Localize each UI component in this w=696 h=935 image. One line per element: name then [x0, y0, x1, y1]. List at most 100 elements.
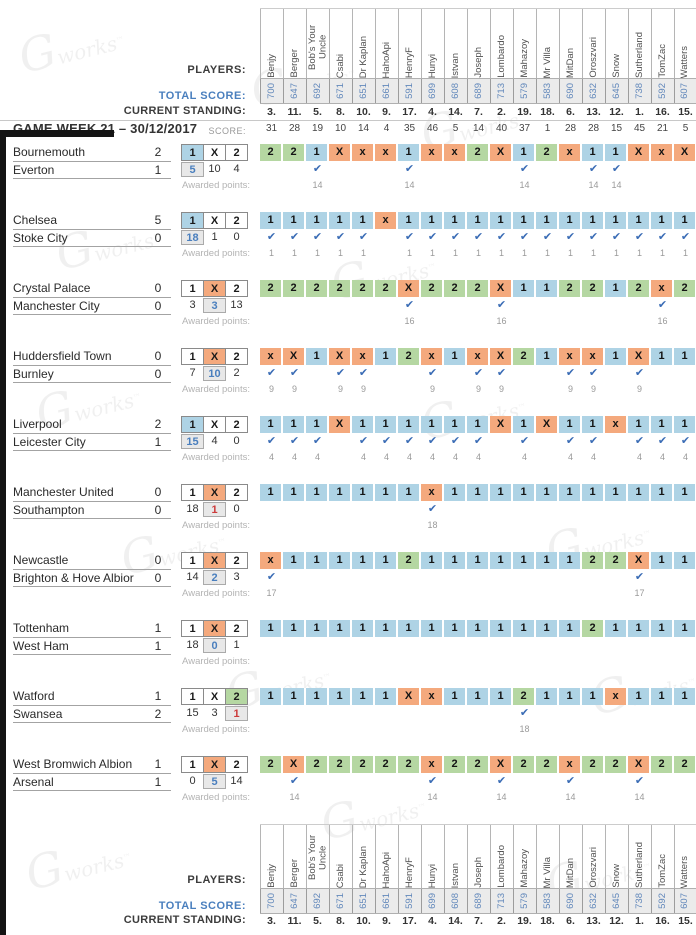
check-icon [651, 502, 674, 518]
option-box-2: 2 [225, 348, 248, 365]
prediction-cell: 1 [628, 484, 651, 501]
awarded-points-label: Awarded points: [182, 588, 250, 599]
check-icon [375, 774, 398, 790]
check-icon [628, 298, 651, 314]
points-cell [352, 723, 375, 736]
count-cell: 4 [211, 435, 218, 447]
points-cell [375, 179, 398, 192]
prediction-cell: x [260, 552, 283, 569]
prediction-cell: 1 [559, 688, 582, 705]
prediction-cell: X [536, 416, 559, 433]
standing-cell: 2. [497, 914, 506, 927]
player-name-column: Dr Kaplan [352, 9, 375, 78]
points-cell: 1 [429, 248, 435, 258]
total-score-cell: 738 [628, 79, 651, 103]
home-team-line: Crystal Palace 0 [13, 280, 171, 298]
standing-cell: 11. [287, 106, 302, 118]
prediction-cell: 1 [582, 212, 605, 229]
check-icon [674, 162, 696, 178]
check-icon [559, 502, 582, 518]
points-cell: 4 [429, 452, 435, 462]
prediction-cell: 1 [398, 484, 421, 501]
check-icon [375, 230, 398, 246]
total-score-value: 591 [403, 893, 415, 909]
points-cell [513, 655, 536, 668]
prediction-cell: 1 [329, 552, 352, 569]
points-cell: 1 [613, 248, 619, 258]
check-icon [513, 638, 536, 654]
points-grid: 18 [260, 519, 696, 533]
standing-cell: 16. [655, 106, 670, 118]
points-cell [628, 655, 651, 668]
points-cell [536, 655, 559, 668]
prediction-cell: 1 [490, 212, 513, 229]
away-score: 0 [154, 299, 162, 313]
home-team-line: Liverpool 2 [13, 416, 171, 434]
checkmarks-grid: ✔ ✔ ✔ ✔ ✔ ✔ ✔ ✔ ✔ ✔ ✔ ✔ ✔ ✔ ✔ ✔ ✔ ✔ [260, 230, 696, 247]
awarded-points-label: Awarded points: [182, 384, 250, 395]
check-icon: ✔ [266, 435, 277, 447]
total-score-value: 647 [288, 893, 300, 909]
total-score-cell: 692 [306, 889, 329, 913]
players-label-area: PLAYERS: [0, 8, 260, 78]
check-icon: ✔ [680, 435, 691, 447]
prediction-cell: x [559, 144, 582, 161]
player-name: Istvan [449, 52, 461, 78]
points-cell: 9 [636, 384, 642, 394]
points-cell [605, 655, 628, 668]
prediction-cell: x [582, 348, 605, 365]
gameweek-score-cell: 35 [403, 122, 416, 134]
check-icon: ✔ [519, 435, 530, 447]
check-icon [329, 706, 352, 722]
count-cell: 0 [189, 775, 196, 787]
points-cell: 1 [314, 248, 320, 258]
players-label: PLAYERS: [187, 64, 246, 76]
points-cell [605, 723, 628, 736]
prediction-cell: 2 [421, 280, 444, 297]
points-cell [444, 655, 467, 668]
prediction-cell: 1 [536, 552, 559, 569]
points-cell: 17 [634, 588, 645, 598]
gameweek-score-cell: 14 [357, 122, 370, 134]
prediction-cell: 1 [444, 552, 467, 569]
points-cell [306, 723, 329, 736]
check-icon [329, 162, 352, 178]
points-cell [628, 723, 651, 736]
prediction-counts: 15 4 0 [181, 434, 250, 451]
prediction-cell: 1 [674, 348, 696, 365]
points-grid: 4 4 4 4 4 4 4 4 4 4 4 4 4 4 4 [260, 451, 696, 465]
player-name: Oroszvari [587, 847, 599, 888]
count-cell: 0 [203, 638, 226, 653]
check-icon [651, 366, 674, 382]
check-icon [329, 638, 352, 654]
away-team-line: Leicester City 1 [13, 434, 171, 451]
gameweek-score-cell: 46 [426, 122, 439, 134]
option-box-1: 1 [181, 620, 204, 637]
points-cell [513, 587, 536, 600]
prediction-cell: x [651, 144, 674, 161]
option-box-2: 2 [225, 484, 248, 501]
home-team-name: Newcastle [13, 553, 69, 567]
prediction-cell: 1 [398, 416, 421, 433]
points-cell [674, 655, 696, 668]
total-score-row: TOTAL SCORE: 700 647 692 671 651 661 591 699 608 6… [0, 78, 696, 104]
check-icon: ✔ [473, 231, 484, 243]
points-cell: 14 [565, 792, 576, 802]
standing-cell: 5. [313, 106, 322, 118]
prediction-counts: 5 10 4 [181, 162, 250, 179]
points-cell [651, 587, 674, 600]
player-name: Bob's Your Uncle [306, 834, 328, 881]
points-cell [674, 519, 696, 532]
prediction-cell: 1 [490, 552, 513, 569]
player-name: MitDan [564, 47, 576, 78]
points-cell [260, 791, 283, 804]
check-icon [421, 298, 444, 314]
points-cell [260, 655, 283, 668]
player-name: Snow [610, 54, 622, 78]
total-score-cell: 699 [421, 889, 444, 913]
awarded-points-label: Awarded points: [182, 724, 250, 735]
away-team-line: Southampton 0 [13, 502, 171, 519]
prediction-cell: 1 [283, 484, 306, 501]
check-icon [398, 570, 421, 586]
